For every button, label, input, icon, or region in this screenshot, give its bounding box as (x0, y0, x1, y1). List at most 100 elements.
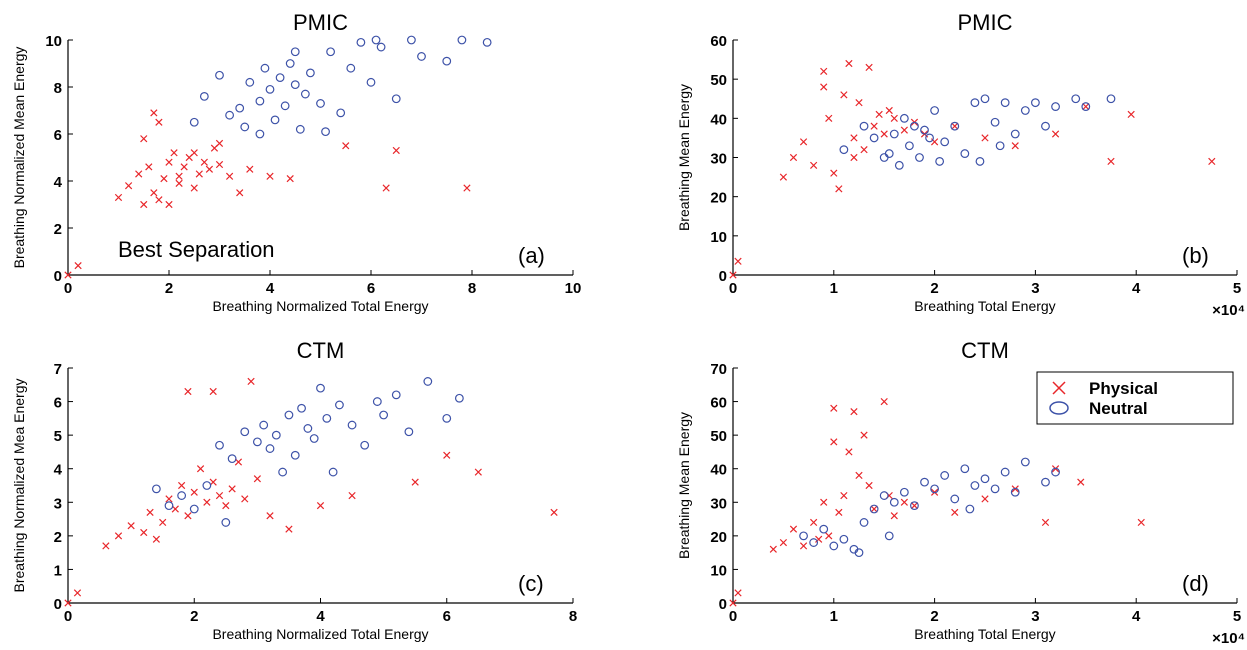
point (159, 518, 167, 527)
x-tick-label: 4 (266, 280, 275, 297)
point (734, 589, 742, 597)
point (830, 169, 838, 177)
point (348, 491, 356, 500)
point (442, 413, 452, 423)
point (1030, 98, 1040, 108)
point (835, 185, 843, 193)
point (190, 149, 198, 157)
point (1000, 98, 1010, 108)
plot-area (68, 40, 573, 275)
point (839, 534, 849, 544)
point (835, 508, 843, 516)
x-tick-label: 2 (930, 608, 938, 625)
point (825, 114, 833, 122)
y-tick-label: 3 (54, 495, 62, 512)
y-tick-label: 40 (710, 111, 727, 128)
point (951, 122, 959, 130)
point (278, 467, 288, 477)
point (840, 491, 848, 500)
point (178, 481, 186, 490)
point (855, 99, 863, 107)
point (245, 77, 255, 87)
point (309, 434, 319, 443)
point (152, 535, 160, 543)
chart-title: CTM (297, 338, 345, 363)
point (222, 502, 230, 510)
point (819, 524, 829, 534)
y-tick-label: 5 (54, 428, 62, 445)
point (265, 444, 275, 453)
point (990, 117, 1000, 127)
point (820, 498, 828, 506)
annotation: Best Separation (118, 237, 275, 262)
point (900, 498, 908, 506)
point (910, 501, 919, 511)
point (1082, 102, 1090, 111)
point (825, 532, 833, 540)
point (975, 157, 985, 166)
point (1051, 467, 1060, 477)
point (950, 121, 960, 131)
point (342, 142, 350, 150)
point (1071, 94, 1081, 104)
point (869, 133, 879, 143)
point (202, 481, 212, 490)
point (850, 408, 858, 416)
point (241, 495, 249, 503)
y-tick-label: 70 (710, 361, 727, 378)
point (225, 172, 234, 180)
point (376, 42, 386, 52)
plot-area (733, 40, 1237, 275)
subplot: 0 2 4 6 8 0 1 2 3 4 5 6 7 CTM Breathing Normalized Tot… (11, 338, 577, 642)
point (221, 518, 231, 527)
chart-title: CTM (961, 338, 1009, 363)
point (905, 141, 914, 151)
point (810, 161, 818, 169)
point (925, 133, 934, 143)
point (215, 70, 224, 80)
point (203, 498, 211, 506)
point (225, 110, 235, 120)
point (391, 390, 401, 400)
point (346, 63, 356, 73)
point (930, 106, 939, 115)
point (995, 141, 1005, 151)
y-tick-label: 20 (710, 190, 727, 207)
point (960, 464, 970, 474)
x-tick-label: 10 (565, 280, 582, 297)
point (970, 481, 980, 490)
y-tick-label: 4 (54, 462, 63, 479)
point (779, 538, 788, 547)
point (865, 63, 873, 72)
point (228, 485, 236, 493)
x-tick-label: 8 (569, 608, 577, 625)
point (789, 153, 798, 162)
point (205, 165, 214, 173)
x-axis-label: Breathing Total Energy (914, 298, 1055, 314)
point (830, 404, 838, 412)
y-tick-label: 10 (710, 562, 727, 579)
point (839, 145, 849, 155)
point (879, 491, 889, 500)
point (859, 121, 869, 131)
point (1020, 106, 1030, 115)
point (769, 545, 777, 553)
point (255, 129, 265, 139)
point (140, 528, 148, 537)
panel-label: (a) (518, 243, 545, 268)
point (860, 431, 868, 439)
chart-title: PMIC (958, 10, 1013, 35)
x-tick-label: 2 (165, 280, 173, 297)
x-tick-label: 3 (1031, 608, 1039, 625)
point (285, 59, 295, 68)
point (391, 94, 401, 104)
x-tick-label: 0 (729, 280, 737, 297)
point (885, 106, 893, 115)
point (980, 94, 990, 104)
point (870, 122, 878, 130)
point (199, 91, 209, 101)
point (316, 383, 325, 393)
point (290, 450, 300, 460)
point (286, 175, 294, 183)
